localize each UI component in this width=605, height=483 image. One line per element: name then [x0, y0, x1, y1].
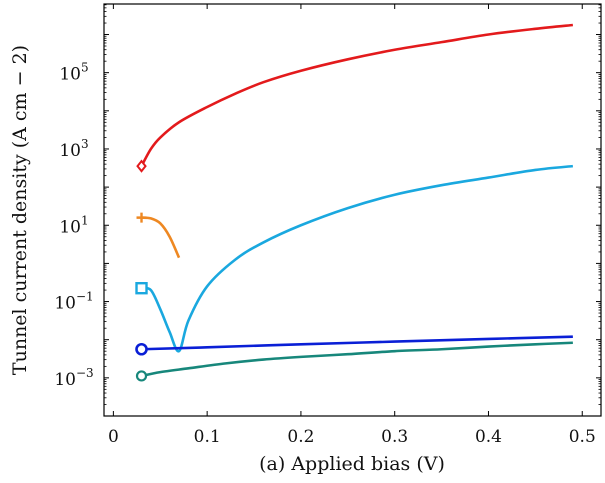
- y-tick-label: 101: [59, 213, 88, 237]
- series-line-3: [141, 335, 573, 351]
- y-tick-label: 103: [59, 137, 88, 161]
- x-tick-label: 0.2: [287, 427, 314, 447]
- x-tick-label: 0: [108, 427, 119, 447]
- y-tick-base: 10: [59, 141, 81, 161]
- series-marker-circle: [135, 342, 148, 356]
- y-tick-base: 10: [54, 370, 76, 390]
- x-axis-label: (a) Applied bias (V): [259, 453, 445, 475]
- x-tick-label: 0.5: [569, 427, 596, 447]
- x-axis-ticks: 0 0.1 0.2 0.3 0.4 0.5: [108, 4, 596, 447]
- series-line-4: [141, 341, 573, 378]
- series-marker-plus: [136, 212, 147, 223]
- x-tick-label: 0.4: [475, 427, 502, 447]
- series-marker-circle-open: [135, 370, 148, 382]
- y-tick-exponent: 5: [81, 61, 89, 75]
- x-tick-label: 0.1: [194, 427, 221, 447]
- plot-frame: [103, 3, 602, 417]
- y-tick-label: 10−1: [54, 290, 93, 314]
- y-tick-exponent: −1: [76, 290, 94, 304]
- series-marker-square: [135, 282, 148, 295]
- x-tick-label: 0.3: [381, 427, 408, 447]
- series-line-1: [141, 216, 181, 259]
- y-tick-exponent: 3: [81, 137, 89, 151]
- series-line-2: [141, 164, 573, 353]
- y-tick-label: 10−3: [54, 366, 93, 390]
- y-tick-base: 10: [59, 217, 81, 237]
- series-line-0: [140, 23, 573, 167]
- y-axis-label: Tunnel current density (A cm − 2): [9, 45, 31, 375]
- y-tick-exponent: −3: [76, 366, 94, 380]
- y-tick-base: 10: [54, 294, 76, 314]
- y-tick-base: 10: [59, 65, 81, 85]
- y-tick-label: 105: [59, 61, 88, 85]
- y-tick-exponent: 1: [81, 213, 89, 227]
- series-layer: [135, 23, 573, 382]
- series-marker-diamond: [136, 159, 147, 173]
